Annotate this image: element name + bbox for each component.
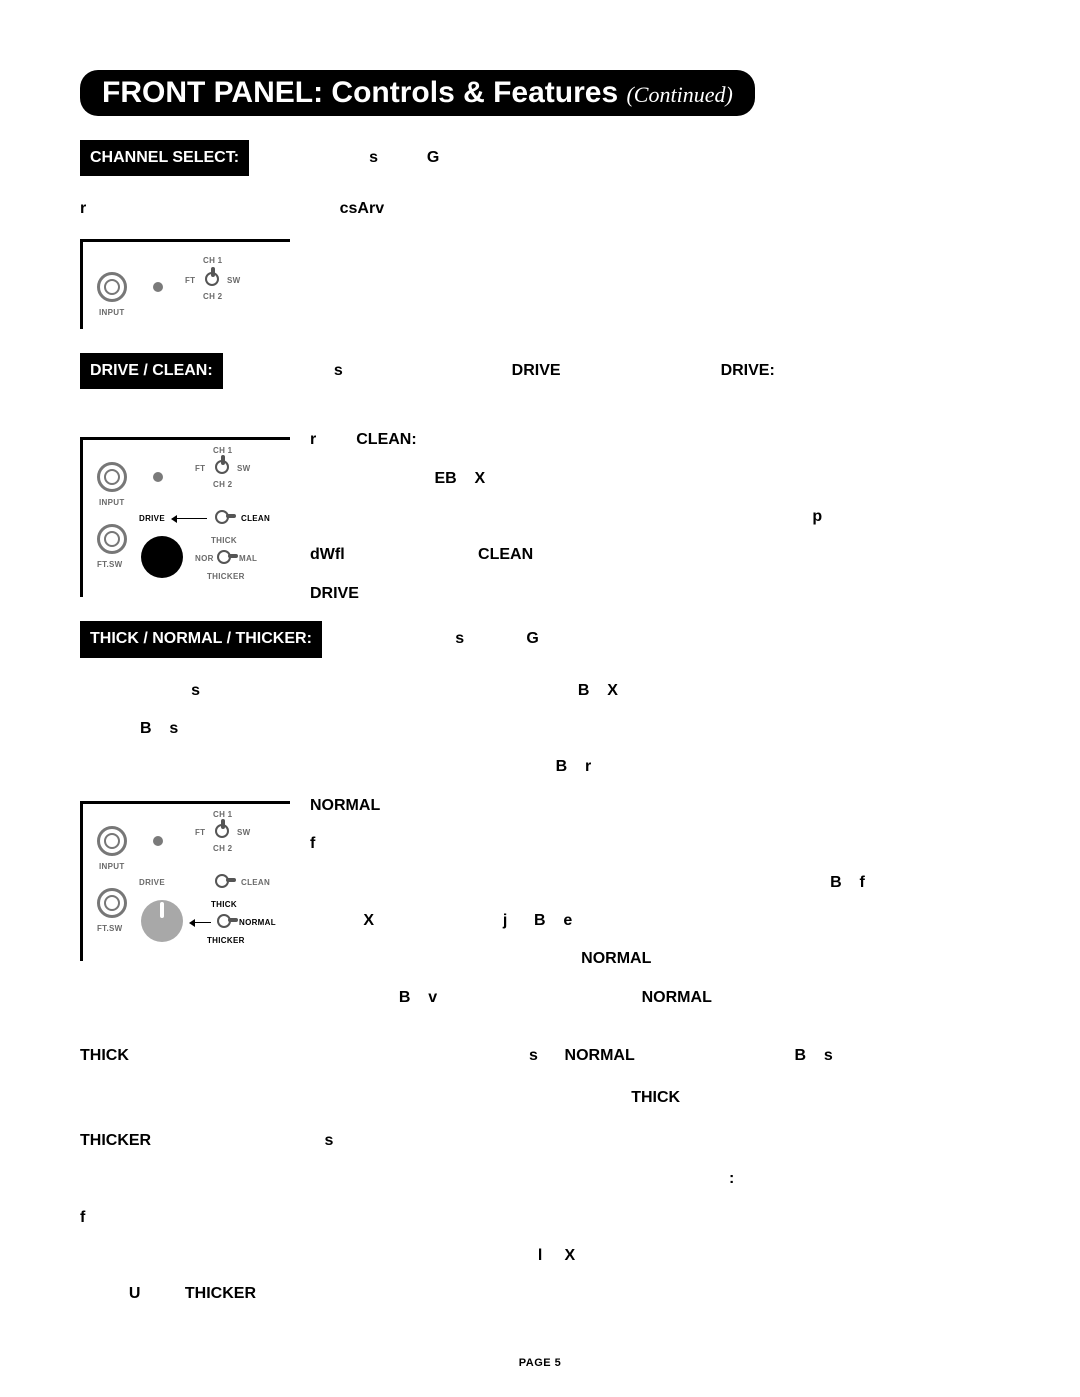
label-sw: SW [237, 828, 251, 837]
label-ftsw: FT.SW [97, 560, 123, 569]
label-input: INPUT [99, 498, 125, 507]
section-thick-normal-thicker: THICK / NORMAL / THICKER: s G s B X [80, 621, 1000, 1310]
label-thick: THICK [211, 536, 237, 545]
label-thicker: THICKER [207, 572, 245, 581]
label-sw: SW [227, 276, 241, 285]
text-fragment: p [310, 502, 1000, 532]
label-ft: FT [195, 464, 205, 473]
toggle-icon [215, 824, 229, 838]
input-jack-icon [97, 826, 127, 856]
label-normal: NORMAL [239, 918, 276, 927]
label-drive: DRIVE [139, 878, 165, 887]
label-input: INPUT [99, 862, 125, 871]
text-fragment: U THICKER [80, 1279, 1000, 1309]
toggle-icon [217, 550, 231, 564]
led-icon [153, 282, 163, 292]
text-fragment: THICKER s [80, 1126, 1000, 1156]
label-drive-clean: DRIVE / CLEAN: [80, 353, 223, 389]
section-channel-select: CHANNEL SELECT: s G r csArv INPUT CH 1 F… [80, 140, 1000, 329]
knob-icon [141, 536, 183, 578]
text-fragment: f [80, 1203, 1000, 1233]
text-fragment: dWfl CLEAN [310, 540, 1000, 570]
label-ch1: CH 1 [213, 446, 232, 455]
label-channel-select: CHANNEL SELECT: [80, 140, 249, 176]
input-jack-icon [97, 272, 127, 302]
text-fragment: : [80, 1164, 1000, 1194]
diagram-channel-select: INPUT CH 1 FT SW CH 2 [80, 239, 290, 329]
text-fragment: s B X [80, 676, 1000, 706]
diagram-drive-clean: INPUT CH 1 FT SW CH 2 FT.SW DRIVE CLEAN … [80, 437, 290, 597]
text-fragment: NORMAL [310, 791, 1000, 821]
text-fragment: r csArv [80, 194, 1000, 224]
ftsw-jack-icon [97, 524, 127, 554]
text-fragment: NORMAL [310, 944, 1000, 974]
text-fragment: r CLEAN: [310, 425, 1000, 455]
label-ch1: CH 1 [213, 810, 232, 819]
label-ch2: CH 2 [213, 480, 232, 489]
section-drive-clean: DRIVE / CLEAN: s DRIVE DRIVE: INPUT CH 1… [80, 353, 1000, 621]
text-fragment: B v NORMAL [310, 983, 1000, 1013]
text-fragment: B s [140, 714, 1000, 744]
label-ch2: CH 2 [213, 844, 232, 853]
toggle-icon [205, 272, 219, 286]
text-fragment: THICK s NORMAL B s [80, 1041, 1000, 1071]
text-fragment: EB X [310, 464, 1000, 494]
title-continued: (Continued) [626, 82, 732, 107]
text-fragment: s DRIVE DRIVE: [227, 362, 775, 379]
led-icon [153, 836, 163, 846]
label-ft: FT [185, 276, 195, 285]
page-footer: PAGE 5 [0, 1357, 1080, 1369]
label-ch2: CH 2 [203, 292, 222, 301]
toggle-icon [215, 874, 229, 888]
text-fragment: THICK [80, 1083, 1000, 1113]
text-fragment: DRIVE [310, 579, 1000, 609]
ftsw-jack-icon [97, 888, 127, 918]
label-thick-normal-thicker: THICK / NORMAL / THICKER: [80, 621, 322, 657]
label-drive: DRIVE [139, 514, 165, 523]
label-nor: NOR [195, 554, 214, 563]
label-mal: MAL [239, 554, 257, 563]
text-fragment: l X [80, 1241, 1000, 1271]
toggle-icon [215, 510, 229, 524]
label-thicker: THICKER [207, 936, 245, 945]
input-jack-icon [97, 462, 127, 492]
label-clean: CLEAN [241, 878, 270, 887]
page-title: FRONT PANEL: Controls & Features (Contin… [80, 70, 755, 116]
text-fragment: B r [80, 752, 1000, 782]
text-fragment: s G [326, 630, 539, 647]
label-ft: FT [195, 828, 205, 837]
label-thick: THICK [211, 900, 237, 909]
text-fragment: X j B e [310, 906, 1000, 936]
label-ftsw: FT.SW [97, 924, 123, 933]
arrow-icon [191, 922, 211, 923]
toggle-icon [217, 914, 231, 928]
knob-icon [141, 900, 183, 942]
text-fragment: s G [254, 149, 440, 166]
led-icon [153, 472, 163, 482]
label-ch1: CH 1 [203, 256, 222, 265]
arrow-icon [173, 518, 207, 519]
label-sw: SW [237, 464, 251, 473]
title-main: FRONT PANEL: Controls & Features [102, 76, 626, 109]
toggle-icon [215, 460, 229, 474]
text-fragment: B f [310, 868, 1000, 898]
text-fragment: f [310, 829, 1000, 859]
diagram-thick-normal-thicker: INPUT CH 1 FT SW CH 2 FT.SW DRIVE CLEAN … [80, 801, 290, 961]
label-input: INPUT [99, 308, 125, 317]
label-clean: CLEAN [241, 514, 270, 523]
